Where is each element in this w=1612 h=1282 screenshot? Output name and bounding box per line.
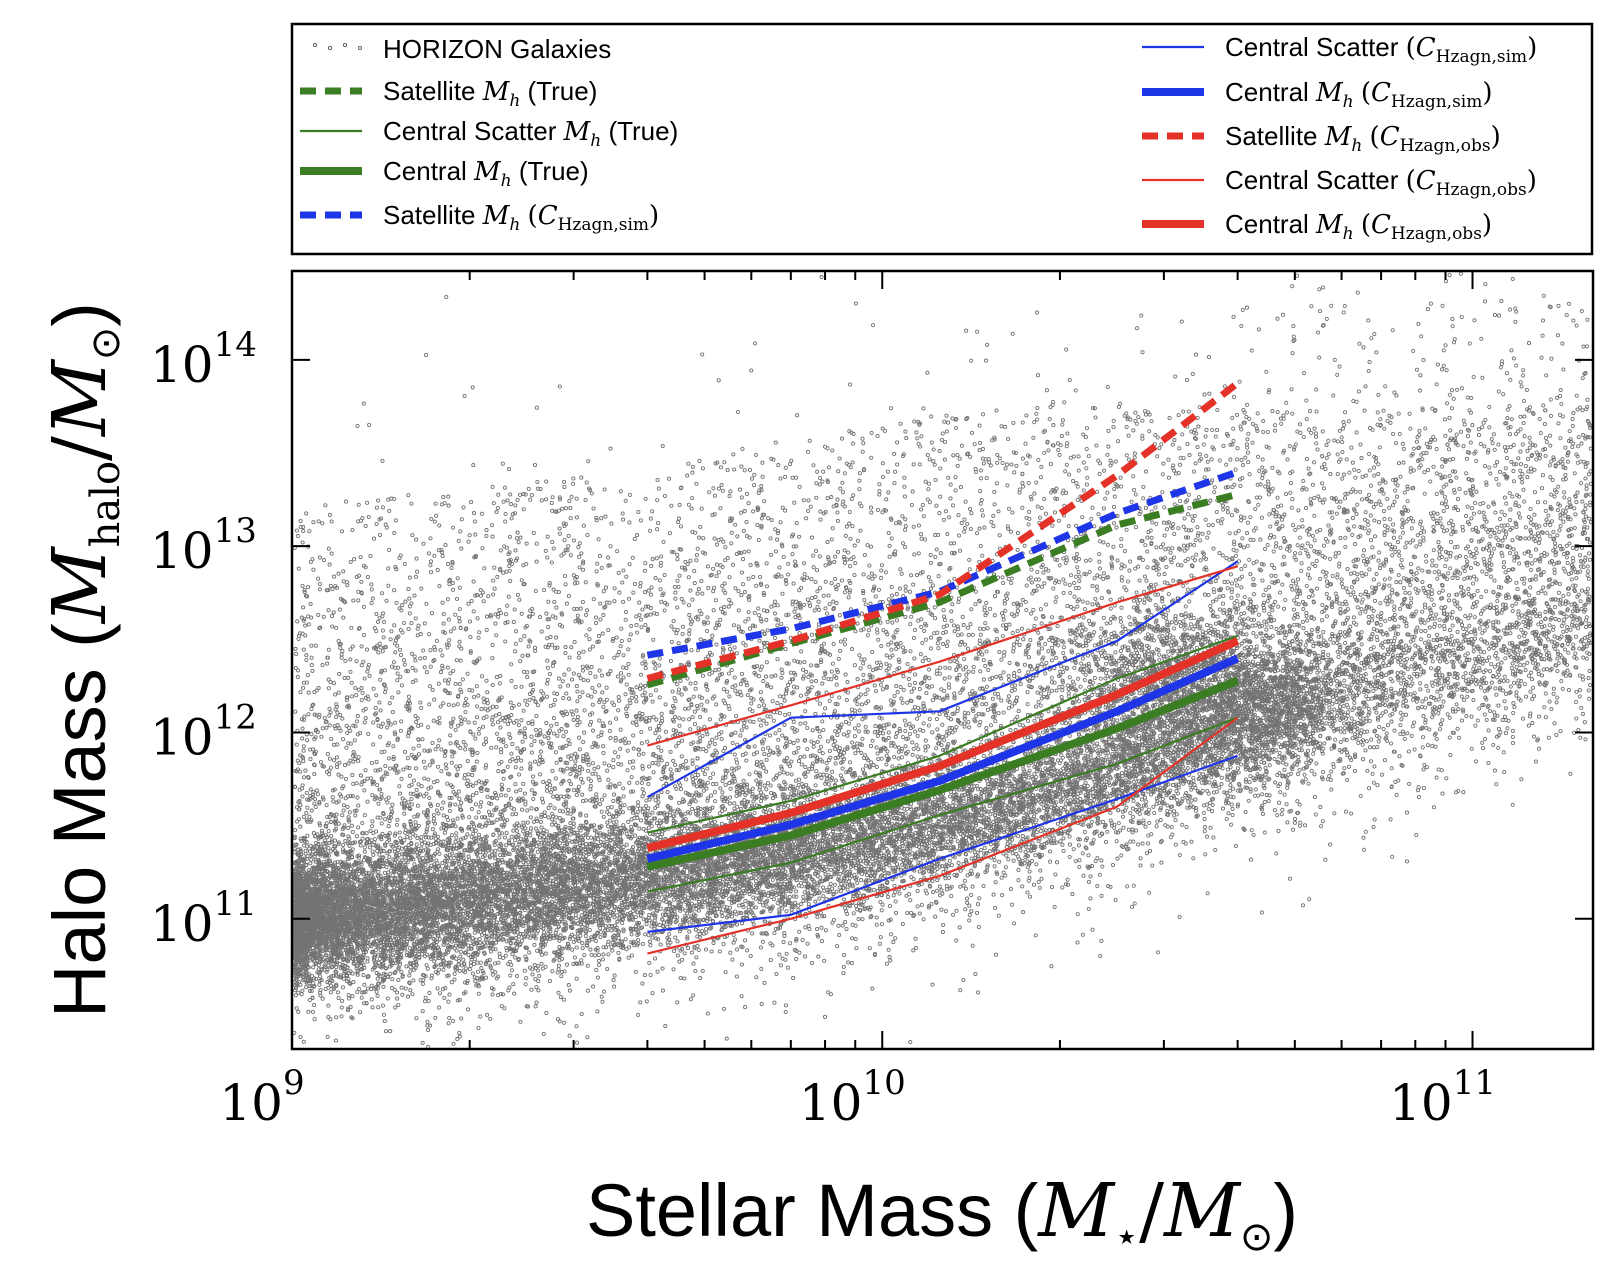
legend-label-c_true: Central Mh (True): [383, 156, 589, 191]
legend-label-cs_true_hi: Central Scatter Mh (True): [383, 116, 678, 151]
legend-label-horizon: HORIZON Galaxies: [383, 34, 611, 64]
y-axis-label: Halo Mass (Mhalo/M⊙): [37, 302, 129, 1018]
x-axis-label: Stellar Mass (M⋆/M⊙): [586, 1168, 1298, 1259]
legend: HORIZON Galaxies Satellite Mh (True) Centr…: [292, 24, 1592, 254]
legend-label-sat_true: Satellite Mh (True): [383, 76, 597, 111]
